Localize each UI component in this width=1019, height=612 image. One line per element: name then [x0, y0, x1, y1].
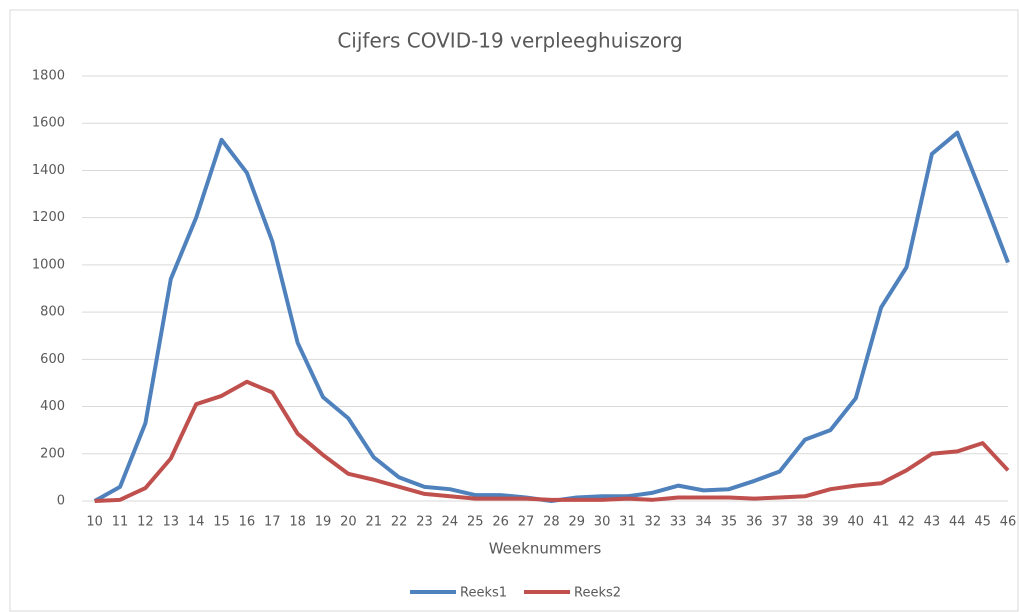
x-tick-label: 20: [340, 515, 357, 530]
x-tick-label: 40: [848, 515, 865, 530]
x-tick-label: 17: [264, 515, 281, 530]
chart-border: [9, 9, 1019, 612]
y-tick-label: 1800: [32, 69, 65, 84]
x-tick-label: 13: [163, 515, 180, 530]
x-tick-label: 12: [137, 515, 154, 530]
y-tick-label: 1400: [32, 163, 65, 178]
y-tick-label: 600: [40, 352, 65, 367]
chart-title: Cijfers COVID-19 verpleeghuiszorg: [337, 29, 682, 53]
x-tick-label: 19: [315, 515, 332, 530]
y-tick-label: 1000: [32, 257, 65, 272]
y-tick-label: 400: [40, 399, 65, 414]
x-tick-label: 25: [467, 515, 484, 530]
x-tick-label: 45: [974, 515, 991, 530]
x-tick-label: 22: [391, 515, 408, 530]
x-tick-label: 14: [188, 515, 205, 530]
x-tick-label: 31: [619, 515, 636, 530]
x-tick-label: 33: [670, 515, 687, 530]
x-tick-label: 42: [898, 515, 915, 530]
y-tick-label: 1600: [32, 116, 65, 131]
legend-label: Reeks2: [574, 586, 621, 601]
y-tick-label: 0: [57, 494, 65, 509]
x-tick-label: 38: [797, 515, 814, 530]
y-tick-label: 800: [40, 305, 65, 320]
x-tick-label: 30: [594, 515, 611, 530]
x-tick-label: 10: [86, 515, 103, 530]
y-tick-label: 1200: [32, 210, 65, 225]
x-tick-label: 29: [568, 515, 585, 530]
x-tick-label: 28: [543, 515, 560, 530]
y-tick-label: 200: [40, 446, 65, 461]
legend-label: Reeks1: [460, 586, 507, 601]
x-tick-label: 23: [416, 515, 433, 530]
x-tick-label: 43: [924, 515, 941, 530]
x-tick-label: 39: [822, 515, 839, 530]
x-axis-title: Weeknummers: [489, 540, 602, 558]
line-series: [94, 379, 1010, 503]
x-tick-label: 41: [873, 515, 890, 530]
x-tick-label: 21: [365, 515, 382, 530]
x-tick-label: 11: [112, 515, 129, 530]
x-tick-label: 15: [213, 515, 230, 530]
x-tick-label: 18: [289, 515, 306, 530]
x-tick-label: 32: [645, 515, 662, 530]
x-tick-label: 37: [771, 515, 788, 530]
x-tick-label: 36: [746, 515, 763, 530]
x-tick-label: 35: [721, 515, 738, 530]
x-tick-label: 46: [1000, 515, 1017, 530]
x-tick-label: 27: [518, 515, 535, 530]
x-tick-label: 24: [442, 515, 459, 530]
x-tick-label: 16: [239, 515, 256, 530]
x-tick-label: 44: [949, 515, 966, 530]
x-tick-label: 34: [695, 515, 712, 530]
x-tick-label: 26: [492, 515, 509, 530]
